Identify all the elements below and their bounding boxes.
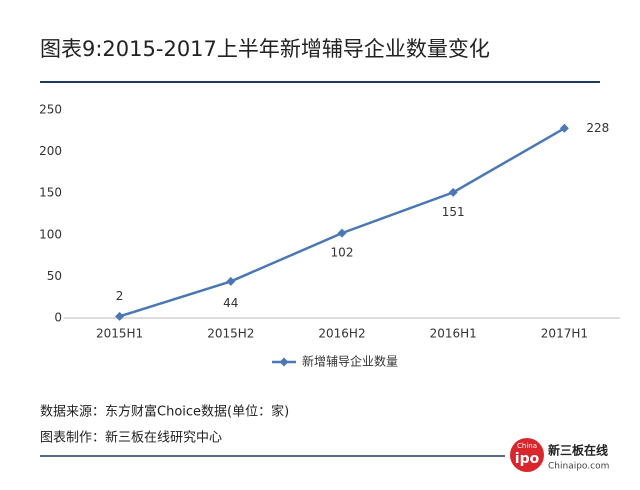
data-point — [448, 187, 458, 197]
data-point — [226, 276, 236, 286]
data-label: 44 — [223, 296, 238, 310]
y-tick-label: 250 — [39, 103, 62, 117]
x-tick-label: 2016H1 — [430, 327, 477, 341]
y-tick-label: 0 — [54, 311, 62, 325]
data-line — [119, 127, 566, 318]
y-tick-label: 200 — [39, 144, 62, 158]
data-point — [559, 123, 569, 133]
logo-badge — [510, 438, 544, 472]
logo-top: China — [517, 442, 537, 450]
x-tick-label: 2017H1 — [541, 327, 588, 341]
data-label: 151 — [442, 205, 465, 219]
chart-title: 图表9:2015-2017上半年新增辅导企业数量变化 — [40, 37, 490, 61]
x-tick-label: 2015H1 — [96, 327, 143, 341]
legend-label: 新增辅导企业数量 — [302, 354, 398, 369]
y-tick-label: 50 — [47, 269, 62, 283]
y-tick-label: 100 — [39, 227, 62, 241]
x-tick-label: 2015H2 — [207, 327, 254, 341]
x-tick-label: 2016H2 — [318, 327, 365, 341]
source-note: 数据来源：东方财富Choice数据(单位：家) — [40, 404, 289, 420]
maker-note: 图表制作：新三板在线研究中心 — [40, 430, 222, 446]
data-point — [337, 228, 347, 238]
data-label: 2 — [116, 289, 124, 303]
logo-mark: ipo — [515, 451, 540, 467]
data-label: 102 — [331, 246, 354, 260]
legend-marker — [279, 357, 289, 367]
logo: China ipo 新三板在线 Chinaipo.com — [510, 438, 609, 472]
data-label: 228 — [586, 121, 609, 135]
data-point — [115, 311, 125, 321]
logo-name: 新三板在线 — [548, 443, 608, 458]
logo-site: Chinaipo.com — [548, 462, 609, 472]
y-tick-label: 150 — [39, 186, 62, 200]
